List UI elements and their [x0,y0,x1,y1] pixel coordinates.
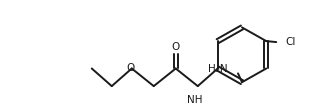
Text: O: O [126,62,135,73]
Text: NH: NH [187,95,202,105]
Text: H₂N: H₂N [208,65,228,74]
Text: O: O [171,42,180,52]
Text: Cl: Cl [285,37,296,47]
